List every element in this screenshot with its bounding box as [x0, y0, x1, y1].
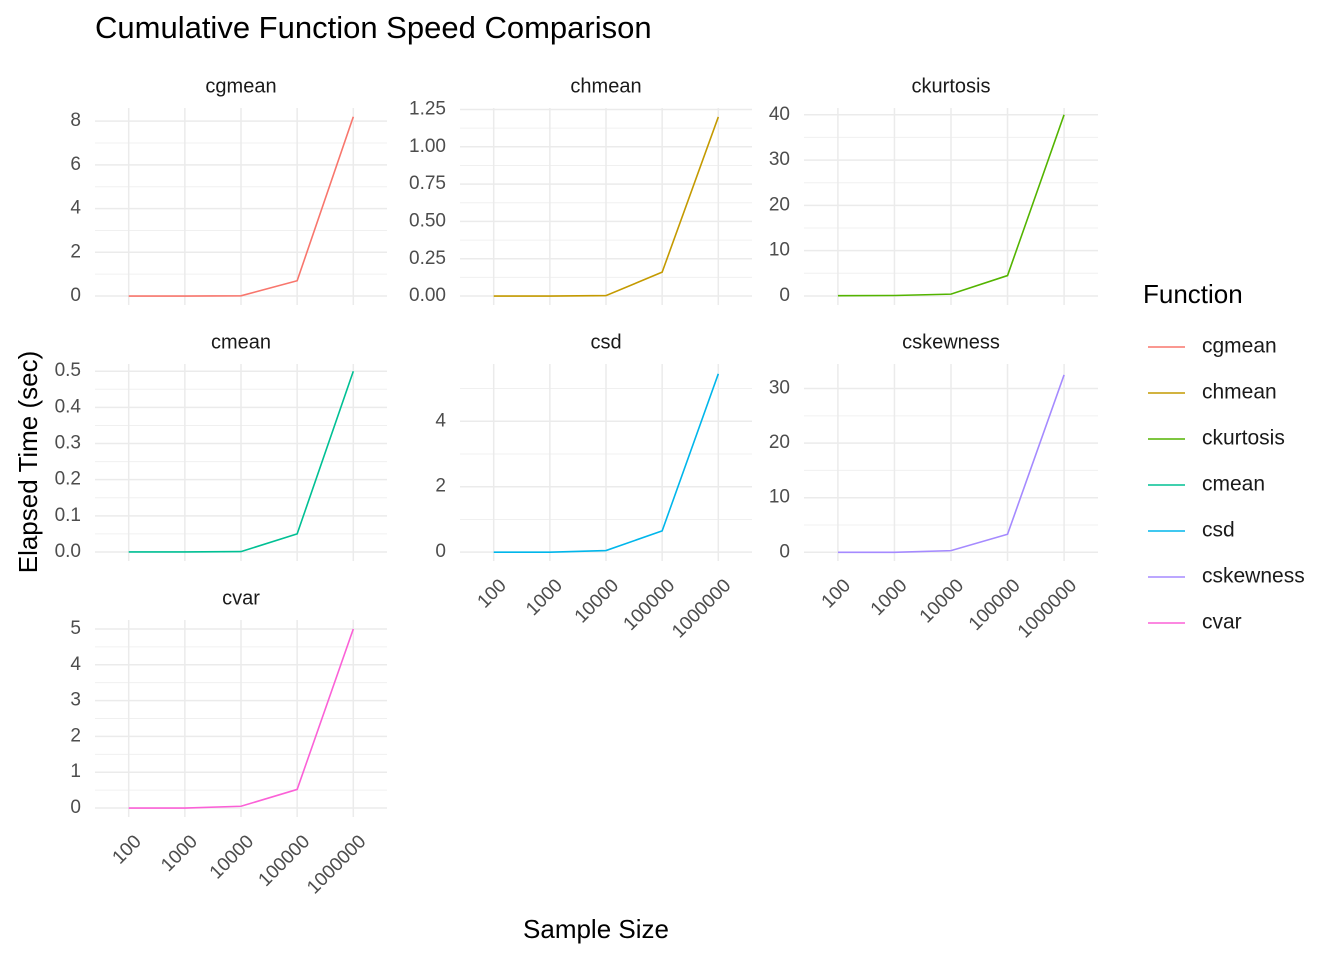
x-tick-label: 1000000	[303, 831, 370, 898]
chart-title: Cumulative Function Speed Comparison	[95, 10, 652, 45]
x-tick-label: 100	[818, 575, 855, 612]
legend-label: ckurtosis	[1202, 427, 1285, 450]
series-line	[128, 628, 355, 809]
y-tick-label: 8	[70, 110, 81, 131]
panel-title: cgmean	[205, 75, 276, 97]
y-tick-label: 0	[70, 797, 81, 818]
y-tick-label: 30	[769, 149, 790, 170]
x-tick-label: 100	[474, 575, 511, 612]
x-axis-label: Sample Size	[523, 914, 669, 944]
y-tick-label: 0.4	[55, 396, 82, 417]
legend-label: cskewness	[1202, 565, 1305, 588]
y-tick-label: 0	[70, 285, 81, 306]
panel-title: cvar	[222, 587, 260, 609]
x-tick-label: 1000	[867, 575, 912, 620]
y-tick-label: 30	[769, 378, 790, 399]
y-tick-label: 10	[769, 240, 790, 261]
series-line	[837, 114, 1065, 297]
panel-title: chmean	[570, 75, 641, 97]
y-tick-label: 1.00	[409, 136, 446, 157]
y-tick-label: 0	[435, 541, 446, 562]
legend-label: chmean	[1202, 381, 1277, 404]
y-tick-label: 40	[769, 104, 790, 125]
y-tick-label: 6	[70, 154, 81, 175]
y-tick-label: 0.50	[409, 210, 446, 231]
x-tick-label: 1000000	[668, 575, 735, 642]
x-tick-label: 1000	[522, 575, 567, 620]
y-tick-label: 0.5	[55, 360, 81, 381]
series-line	[493, 373, 720, 553]
y-tick-label: 2	[70, 241, 81, 262]
series-line	[493, 116, 720, 297]
x-tick-label: 1000	[157, 831, 202, 876]
y-tick-label: 10	[769, 487, 790, 508]
y-tick-label: 0.2	[55, 469, 81, 490]
y-tick-label: 0.0	[55, 541, 81, 562]
legend-label: cgmean	[1202, 335, 1277, 358]
y-tick-label: 0	[779, 285, 790, 306]
y-tick-label: 2	[70, 725, 81, 746]
panel-title: cskewness	[902, 331, 1000, 353]
x-tick-label: 10000	[916, 575, 968, 627]
y-tick-label: 0.75	[409, 173, 446, 194]
y-tick-label: 0	[779, 541, 790, 562]
y-tick-label: 1.25	[409, 99, 446, 120]
y-tick-label: 5	[70, 618, 81, 639]
legend-label: cvar	[1202, 611, 1242, 634]
x-tick-label: 1000000	[1014, 575, 1081, 642]
y-tick-label: 3	[70, 690, 81, 711]
y-tick-label: 4	[435, 410, 446, 431]
x-tick-label: 10000	[571, 575, 623, 627]
y-tick-label: 0.25	[409, 248, 446, 269]
y-tick-label: 0.00	[409, 285, 446, 306]
y-tick-label: 0.3	[55, 433, 81, 454]
series-line	[128, 116, 355, 297]
panel-title: cmean	[211, 331, 271, 353]
y-tick-label: 20	[769, 194, 790, 215]
x-tick-label: 10000	[206, 831, 258, 883]
legend-label: cmean	[1202, 473, 1265, 496]
panel-title: ckurtosis	[912, 75, 991, 97]
legend-title: Function	[1143, 279, 1243, 309]
y-tick-label: 4	[70, 198, 81, 219]
y-tick-label: 20	[769, 432, 790, 453]
panel-title: csd	[590, 331, 621, 353]
legend-label: csd	[1202, 519, 1235, 542]
x-tick-label: 100	[109, 831, 146, 868]
y-tick-label: 0.1	[55, 505, 81, 526]
y-tick-label: 4	[70, 654, 81, 675]
y-axis-label: Elapsed Time (sec)	[13, 351, 43, 574]
y-tick-label: 1	[70, 761, 81, 782]
series-line	[128, 370, 355, 553]
series-line	[837, 374, 1065, 554]
y-tick-label: 2	[435, 476, 446, 497]
